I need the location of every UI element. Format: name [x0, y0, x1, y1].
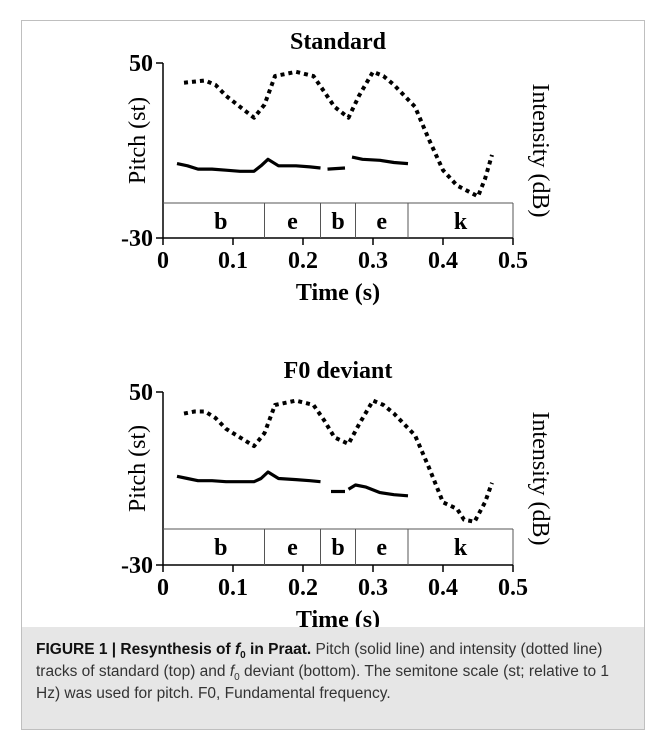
chart-2-x-tick-label: 0.1	[218, 575, 248, 601]
chart-1-x-tick-label: 0.2	[288, 248, 318, 274]
chart-1-x-axis-label: Time (s)	[296, 280, 380, 306]
chart-1-pitch-line	[351, 155, 409, 166]
chart-1-segment-label: k	[454, 209, 468, 235]
chart-1-segment-label: e	[287, 209, 298, 235]
chart-2-y-axis-label-right: Intensity (dB)	[527, 412, 553, 546]
chart-2-pitch-line	[347, 483, 409, 498]
chart-1-y-axis-label-right: Intensity (dB)	[527, 84, 553, 218]
chart-1-y-tick-label: 50	[129, 51, 153, 77]
chart-2-x-tick-label: 0.4	[428, 575, 458, 601]
chart-2-title: F0 deviant	[284, 358, 393, 384]
chart-2-segment-label: b	[214, 535, 227, 561]
chart-1-pitch-line	[176, 157, 321, 173]
chart-2-y-axis-label-left: Pitch (st)	[125, 425, 151, 512]
chart-1-x-tick-label: 0.4	[428, 248, 458, 274]
chart-2-segment-label: b	[331, 535, 344, 561]
chart-2-y-tick-label: -30	[121, 553, 153, 579]
chart-1-segment-label: b	[214, 209, 227, 235]
chart-2-intensity-line	[183, 398, 494, 524]
chart-2-y-tick-label: 50	[129, 380, 153, 406]
chart-1-y-tick-label: -30	[121, 226, 153, 252]
chart-2-segment-label: e	[287, 535, 298, 561]
figure-frame	[21, 20, 645, 730]
caption-panel: FIGURE 1 | Resynthesis of f0 in Praat. P…	[21, 627, 645, 730]
chart-1-x-tick-label: 0	[157, 248, 169, 274]
chart-2-x-tick-label: 0.5	[498, 575, 528, 601]
caption-lead: FIGURE 1 | Resynthesis of f0 in Praat.	[36, 641, 312, 662]
chart-1-x-tick-label: 0.5	[498, 248, 528, 274]
chart-1-segment-label: e	[376, 209, 387, 235]
chart-1-segment-label: b	[331, 209, 344, 235]
chart-1-y-axis-label-left: Pitch (st)	[125, 97, 151, 184]
chart-1-x-tick-label: 0.1	[218, 248, 248, 274]
chart-2-x-tick-label: 0	[157, 575, 169, 601]
chart-1-intensity-line	[183, 69, 494, 199]
chart-1-title: Standard	[290, 29, 387, 55]
chart-2-segment-label: e	[376, 535, 387, 561]
chart-2-segment-label: k	[454, 535, 468, 561]
chart-2-pitch-line	[176, 470, 321, 484]
figure-caption: FIGURE 1 | Resynthesis of f0 in Praat. P…	[36, 641, 610, 702]
chart-1-pitch-line	[327, 166, 346, 171]
chart-2-x-tick-label: 0.3	[358, 575, 388, 601]
chart-2-x-tick-label: 0.2	[288, 575, 318, 601]
chart-1-x-tick-label: 0.3	[358, 248, 388, 274]
